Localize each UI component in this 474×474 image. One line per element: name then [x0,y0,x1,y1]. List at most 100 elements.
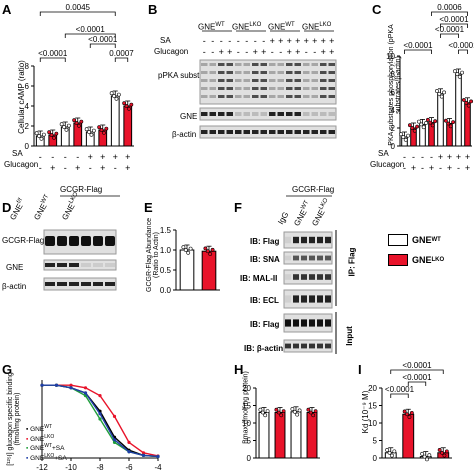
panel-f-band-1-0 [285,255,291,261]
panel-b-band-ppka-8-3 [269,87,276,90]
panel-b-band-ppka-3-2 [226,79,233,82]
panel-g-point-3-8 [156,454,160,459]
panel-a-dot-6-0 [109,91,114,96]
panel-b-band-ppka-6-2 [252,79,259,82]
panel-i-dot-3-0 [437,448,442,452]
panel-i-dot-2-1 [422,454,427,459]
panel-a-chart: 02468---+---++-+++-++0.0045<0.0001<0.000… [25,3,135,173]
panel-b-blot-label-gne: GNE [180,112,198,121]
panel-f-band-4-1 [293,319,299,327]
panel-f-band-4-3 [309,319,315,327]
panel-b-band-ppka-15-3 [328,87,335,90]
panel-h-ytick-label-1: 5 [247,437,252,446]
panel-c-dot-3-1 [428,120,433,125]
panel-b-band-ppka-14-4 [320,95,327,98]
panel-f-label: F [234,200,242,215]
panel-b-sa-sign-11: + [295,36,300,46]
legend-label-lko: GNE [412,255,432,265]
panel-c-sa-sign-1: - [412,152,415,162]
panel-a-sig-0-bracket [39,11,116,16]
panel-f-blot-label-sna: IB: SNA [250,255,280,264]
panel-b-band-gne-1 [209,112,216,116]
panel-b-band-ppka-4-2 [235,79,242,82]
panel-d-blot-gcgr [43,229,117,255]
panel-c-dot-0-2 [403,137,408,142]
panel-c-glu-sign-2: - [421,163,424,173]
panel-a-dot-5-3 [104,126,109,131]
panel-b-band-ppka-5-1 [243,71,250,74]
panel-e-ytick-label-3: 1.5 [160,226,172,235]
panel-f-band-2-0 [285,274,291,280]
panel-b-band-ppka-8-4 [269,95,276,98]
panel-d-band-actin-5 [105,282,115,286]
panel-a-glu-sign-2: - [64,163,67,173]
panel-f-band-1-2 [301,255,307,261]
panel-h-dot-1-2 [279,413,284,418]
panel-b-band-ppka-5-3 [243,87,250,90]
panel-i-dot-3-1 [440,450,444,455]
panel-i-dot-0-2 [390,453,394,458]
panel-i-sig-1-label: <0.0001 [402,373,432,382]
panel-a-label: A [2,2,12,17]
panel-a-sig-3-label: <0.0001 [88,35,118,44]
panel-b-glu-sign-10: + [287,47,292,57]
panel-f-band-4-2 [301,319,307,327]
panel-g-point-1-6 [127,440,131,444]
panel-b-band-actin-14 [320,130,327,134]
panel-i-bar-1 [402,413,415,459]
panel-b-band-ppka-12-0 [303,63,310,66]
legend-sup-wt: WT [431,237,441,243]
panel-i-label: I [358,362,362,377]
panel-b-band-actin-2 [218,130,225,134]
panel-i-dot-1-3 [409,410,414,415]
panel-c-dot-7-3 [469,99,474,104]
panel-a-dot-6-2 [114,96,119,101]
panel-b-sa-label: SA [160,36,171,45]
panel-c-dot-2-0 [416,119,421,124]
panel-c-dot-0-3 [406,133,411,138]
panel-c-sa-sign-5: + [447,152,452,162]
panel-h-dot-1-3 [281,409,286,414]
panel-b-glu-sign-15: + [329,47,334,57]
panel-g-point-1-5 [112,414,117,418]
panel-a-ytick-label-0: 0 [25,142,30,151]
panel-d-blot-label-gcgr: GCGR-Flag [2,236,45,245]
panel-b-header-2: GNELKO [232,22,262,32]
panel-d-label: D [2,200,12,215]
panel-b-band-ppka-2-4 [218,95,225,98]
panel-b-glu-sign-11: + [295,47,300,57]
panel-h-dot-0-2 [263,413,268,418]
panel-b-band-ppka-8-0 [269,63,276,66]
panel-b-band-ppka-1-4 [209,95,216,98]
panel-a-glu-sign-6: - [114,163,117,173]
panel-b-header-3: GNEWT [268,22,295,32]
panel-d-band-gcgr-4 [93,236,103,246]
panel-g-legend: ▪ GNEWT ▪ GNELKO ▪ GNEWT+SA ▪ GNELKO+SA [26,424,67,463]
panel-c-sig-2-label: <0.0001 [403,41,433,50]
panel-a-sig-1-label: <0.0001 [76,25,106,34]
panel-a-dot-2-1 [62,125,66,129]
panel-b-band-ppka-0-0 [201,63,208,66]
panel-b-glu-sign-14: + [321,47,326,57]
panel-a-dot-4-1 [87,130,91,134]
panel-e-dot-1-0 [203,246,208,251]
panel-f-blot-row-0 [283,231,333,249]
panel-b-band-ppka-11-0 [294,63,301,66]
panel-g-point-2-4 [98,417,102,421]
panel-b-band-ppka-13-4 [311,95,318,98]
panel-b-band-ppka-5-0 [243,63,250,66]
panel-b-glu-sign-9: - [279,47,282,57]
panel-i-sig-2-bracket [390,393,409,398]
panel-f-blot-label-actin: IB: β-actin [244,344,284,353]
panel-b-sa-sign-7: - [262,36,265,46]
panel-a-glucagon-label: Glucagon [4,160,39,169]
panel-c-sa-sign-3: - [430,152,433,162]
panel-b-band-ppka-12-4 [303,95,310,98]
panel-f-band-3-4 [317,295,323,303]
panel-b-glu-sign-4: - [237,47,240,57]
panel-f-band-2-5 [325,274,331,280]
panel-b-band-ppka-9-1 [277,71,284,74]
legend-item-wt: GNE WT [388,234,444,246]
